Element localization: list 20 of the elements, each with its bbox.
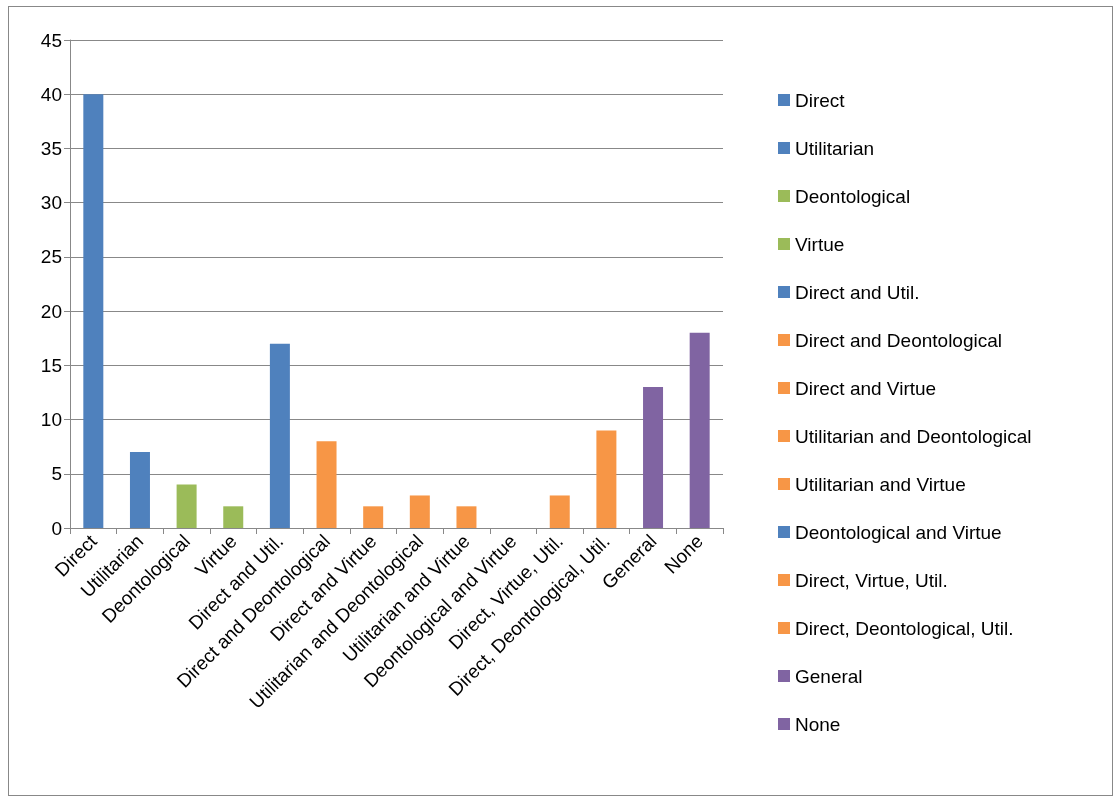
- y-tick-label: 30: [40, 192, 62, 214]
- y-tick-label: 0: [51, 517, 62, 539]
- y-tick-label: 5: [51, 463, 62, 485]
- y-tick-label: 25: [40, 246, 62, 268]
- legend-label: Direct: [795, 89, 846, 111]
- legend-label: Virtue: [795, 233, 845, 255]
- y-tick-label: 45: [40, 29, 62, 51]
- y-tick-label: 40: [40, 83, 62, 105]
- legend-label: Direct and Deontological: [795, 329, 1003, 351]
- legend-label: Direct and Util.: [795, 281, 920, 303]
- legend-label: Utilitarian: [795, 137, 875, 159]
- y-tick-label: 15: [40, 354, 62, 376]
- legend-label: Utilitarian and Virtue: [795, 473, 966, 495]
- y-tick-label: 35: [40, 137, 62, 159]
- y-tick-label: 20: [40, 300, 62, 322]
- legend-label: Utilitarian and Deontological: [795, 425, 1032, 447]
- legend-label: Direct and Virtue: [795, 377, 937, 399]
- y-tick-label: 10: [40, 409, 62, 431]
- legend-label: None: [795, 713, 841, 735]
- legend-label: Deontological: [795, 185, 911, 207]
